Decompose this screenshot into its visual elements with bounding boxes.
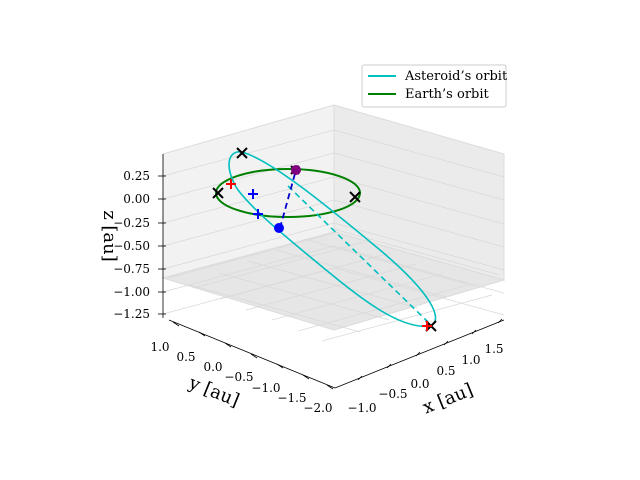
y-tick-mark — [250, 353, 258, 359]
x-tick-mark — [357, 375, 363, 381]
y-tick-label: −1.0 — [251, 381, 280, 395]
y-gridline-floor — [193, 241, 365, 289]
x-tick-label: −1.0 — [347, 401, 376, 415]
y-tick-mark — [326, 384, 334, 390]
x-axis-line — [334, 319, 505, 389]
y-gridline-floor — [167, 231, 339, 279]
x-tick-mark — [415, 351, 421, 357]
z-tick-label: −0.75 — [113, 262, 150, 276]
gridlines — [162, 129, 505, 342]
asteroid-orbit-front — [228, 151, 437, 328]
x-gridline-floor — [329, 227, 501, 276]
z-axis-label: z [au] — [99, 210, 120, 262]
y-axis-line — [168, 319, 336, 389]
y-gridline-floor — [245, 263, 417, 311]
legend: Asteroid’s orbit Earth’s orbit — [361, 64, 508, 108]
z-gridline-right — [333, 176, 505, 225]
z-gridline-right — [333, 129, 505, 178]
x-gridline-floor — [189, 284, 361, 333]
ticks: 0.25 0.00 −0.25 −0.50 −0.75 −1.00 −1.25 1.0 0.5 0… — [113, 169, 503, 415]
x-tick-mark — [386, 363, 392, 369]
x-tick-label: 0.5 — [436, 364, 455, 378]
marker-plus-red-1 — [226, 179, 236, 189]
y-tick-label: 0.0 — [203, 360, 222, 374]
x-tick-label: 1.5 — [484, 342, 503, 356]
y-tick-label: −2.0 — [303, 401, 332, 415]
z-gridline-left — [162, 129, 335, 177]
x-tick-mark — [497, 318, 503, 324]
z-gridline-left — [162, 222, 335, 270]
y-gridline-floor — [297, 284, 469, 332]
x-tick-label: 0.0 — [410, 377, 429, 391]
x-gridline-floor — [247, 260, 419, 309]
y-gridline-floor — [321, 294, 493, 342]
projection-line — [279, 169, 297, 229]
y-tick-mark — [224, 342, 232, 348]
z-gridline-right — [333, 152, 505, 201]
y-tick-mark — [302, 374, 310, 380]
marker-x-1 — [236, 147, 248, 159]
marker-x-2 — [212, 187, 224, 199]
x-tick-mark — [471, 329, 477, 335]
z-gridline-right — [333, 245, 505, 294]
z-gridline-left — [162, 176, 335, 224]
y-tick-label: −1.5 — [277, 391, 306, 405]
y-tick-mark — [276, 363, 284, 369]
z-gridline-right — [333, 267, 505, 316]
y-tick-label: 0.5 — [176, 350, 195, 364]
x-gridline-floor — [275, 249, 447, 298]
z-tick-label: −0.25 — [113, 216, 150, 230]
z-gridline-left — [162, 199, 335, 247]
legend-box — [361, 64, 507, 108]
z-tick-label: 0.00 — [123, 192, 150, 206]
marker-plus-blue-1 — [248, 189, 258, 199]
legend-label-earth: Earth’s orbit — [405, 87, 490, 102]
z-tick-label: −1.00 — [113, 285, 150, 299]
marker-plus-red-2 — [422, 321, 432, 331]
marker-x-3 — [349, 191, 361, 203]
x-gridline-floor — [303, 238, 475, 287]
legend-label-asteroid: Asteroid’s orbit — [404, 69, 508, 84]
y-tick-label: −0.5 — [224, 370, 253, 384]
z-tick-label: −1.25 — [113, 307, 150, 321]
z-gridline-right — [333, 199, 505, 248]
x-tick-label: −0.5 — [378, 387, 407, 401]
y-tick-mark — [198, 331, 206, 337]
x-tick-label: 1.0 — [461, 353, 480, 367]
z-gridline-right — [333, 222, 505, 271]
y-gridline-floor — [219, 252, 391, 300]
x-tick-mark — [443, 340, 449, 346]
marker-dot-blue — [274, 223, 284, 233]
x-gridline-floor — [218, 272, 390, 321]
marker-plus-blue-2 — [253, 209, 263, 219]
asteroid-orbit-hidden — [287, 185, 429, 323]
z-tick-label: −0.50 — [113, 239, 150, 253]
y-tick-mark — [172, 321, 180, 327]
z-tick-label: 0.25 — [123, 169, 150, 183]
z-gridline-left — [162, 152, 335, 200]
y-tick-label: 1.0 — [150, 340, 169, 354]
marker-dot-purple — [291, 165, 301, 175]
